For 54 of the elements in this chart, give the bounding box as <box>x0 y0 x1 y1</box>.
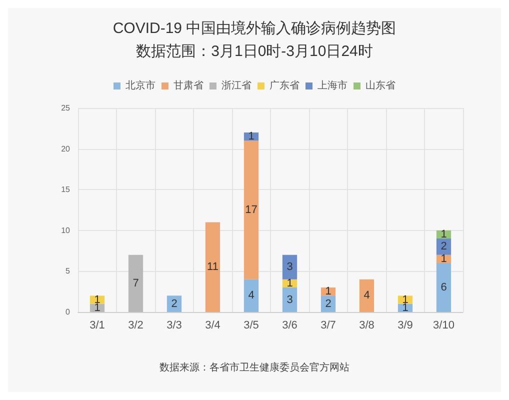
bar <box>436 263 452 312</box>
data-label: 4 <box>248 290 254 302</box>
bar <box>282 288 298 312</box>
legend-label: 浙江省 <box>222 80 252 92</box>
legend-label: 上海市 <box>318 80 348 92</box>
bar <box>320 296 336 312</box>
bar <box>436 238 452 255</box>
data-label: 1 <box>286 277 293 290</box>
y-tick-label: 5 <box>66 266 71 276</box>
chart-subtitle: 数据范围：3月1日0时-3月10日24时 <box>136 43 373 60</box>
x-tick-label: 3/7 <box>320 320 336 332</box>
data-label: 3 <box>286 261 293 274</box>
legend-label: 北京市 <box>126 80 156 92</box>
x-tick-label: 3/3 <box>166 320 182 332</box>
y-tick-label: 25 <box>61 104 71 112</box>
data-label: 2 <box>325 298 332 310</box>
y-tick-label: 10 <box>61 226 71 235</box>
source-note: 数据来源：各省市卫生健康委员会官方网站 <box>160 362 350 374</box>
data-label: 1 <box>94 302 100 314</box>
bar <box>282 254 298 280</box>
x-tick-label: 3/4 <box>205 320 220 332</box>
x-tick-label: 3/8 <box>359 320 374 332</box>
bar <box>244 279 259 312</box>
data-label: 2 <box>171 298 178 310</box>
y-tick-label: 15 <box>61 185 71 194</box>
x-tick-label: 3/6 <box>282 320 298 332</box>
data-label: 4 <box>364 290 370 302</box>
data-label: 1 <box>440 228 447 240</box>
data-label: 6 <box>440 282 447 294</box>
data-label: 11 <box>207 261 218 274</box>
x-tick-label: 3/5 <box>244 320 259 332</box>
y-tick-label: 0 <box>66 308 71 316</box>
data-label: 2 <box>440 240 447 253</box>
chart-title: COVID-19 中国由境外输入确诊病例趋势图 <box>112 20 396 37</box>
legend-label: 广东省 <box>270 80 300 92</box>
legend-label: 山东省 <box>366 80 396 92</box>
bar <box>205 222 220 312</box>
y-tick-label: 20 <box>61 144 71 154</box>
bar <box>359 279 374 312</box>
data-label: 1 <box>402 302 408 314</box>
data-label: 1 <box>325 286 332 298</box>
data-label: 7 <box>132 277 139 290</box>
bar <box>166 296 182 312</box>
x-tick-label: 3/9 <box>398 320 413 332</box>
data-label: 1 <box>440 252 447 265</box>
bar <box>128 254 144 312</box>
x-tick-label: 3/2 <box>128 320 144 332</box>
bar <box>244 140 259 280</box>
data-label: 1 <box>248 130 254 143</box>
x-tick-label: 3/1 <box>90 320 105 332</box>
data-label: 3 <box>286 294 293 306</box>
x-tick-label: 3/10 <box>433 320 454 332</box>
data-label: 17 <box>245 204 258 216</box>
legend-label: 甘肃省 <box>174 80 204 92</box>
